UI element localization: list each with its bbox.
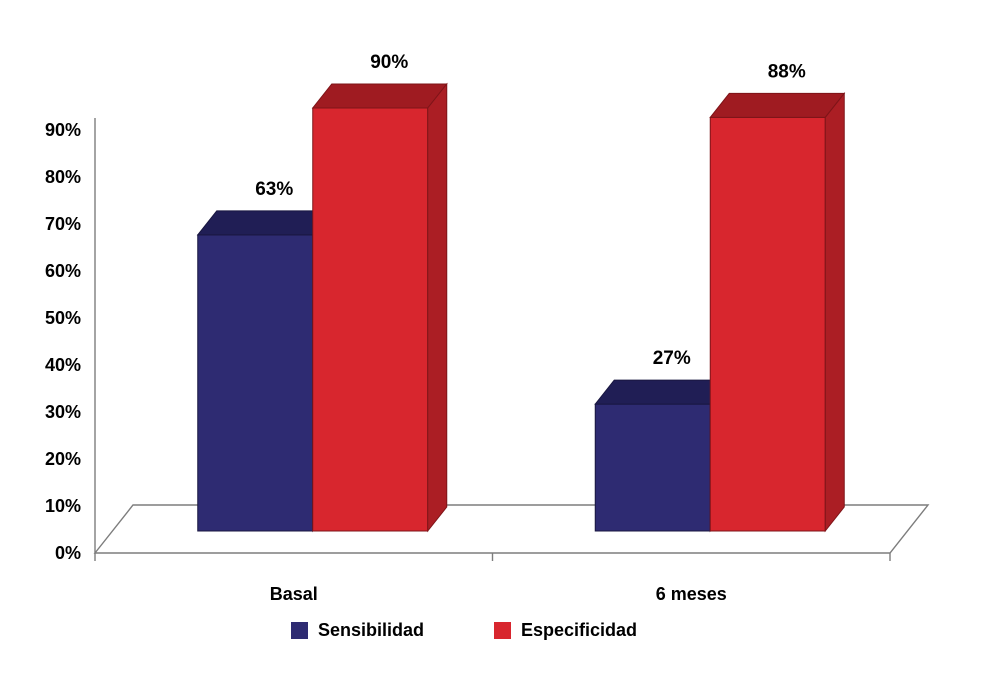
bar-front-especificidad-1 (709, 116, 826, 532)
legend-label-sensibilidad: Sensibilidad (317, 620, 424, 640)
y-tick-label: 70% (45, 214, 81, 234)
y-tick-label: 80% (45, 167, 81, 187)
bar-side-especificidad-0 (427, 82, 448, 533)
y-tick-label: 60% (45, 261, 81, 281)
bar-top-sensibilidad-0 (196, 210, 333, 236)
bar-front-sensibilidad-0 (197, 234, 314, 532)
value-label: 27% (653, 348, 691, 369)
y-tick-label: 10% (45, 496, 81, 516)
bar-top-sensibilidad-1 (594, 379, 731, 405)
bar-side-especificidad-1 (824, 91, 845, 533)
bar-top-especificidad-0 (311, 83, 448, 109)
category-label: 6 meses (656, 584, 727, 604)
legend-swatch-sensibilidad (290, 622, 308, 639)
chart-legend: Sensibilidad Especificidad (0, 620, 968, 641)
y-tick-label: 50% (45, 308, 81, 328)
bar-top-especificidad-1 (709, 92, 846, 118)
bar-front-especificidad-0 (312, 107, 429, 532)
floor-plane (93, 504, 930, 554)
y-tick-label: 20% (45, 449, 81, 469)
value-label: 88% (768, 61, 806, 82)
value-label: 63% (255, 179, 293, 200)
value-label: 90% (370, 52, 408, 73)
y-tick-label: 40% (45, 355, 81, 375)
y-tick-label: 90% (45, 120, 81, 140)
bar-front-sensibilidad-1 (594, 403, 711, 532)
y-tick-label: 0% (55, 543, 81, 563)
legend-item-especificidad: Especificidad (493, 620, 638, 641)
legend-swatch-especificidad (493, 622, 511, 639)
y-tick-label: 30% (45, 402, 81, 422)
category-label: Basal (270, 584, 318, 604)
legend-item-sensibilidad: Sensibilidad (290, 620, 424, 641)
legend-label-especificidad: Especificidad (520, 620, 638, 640)
